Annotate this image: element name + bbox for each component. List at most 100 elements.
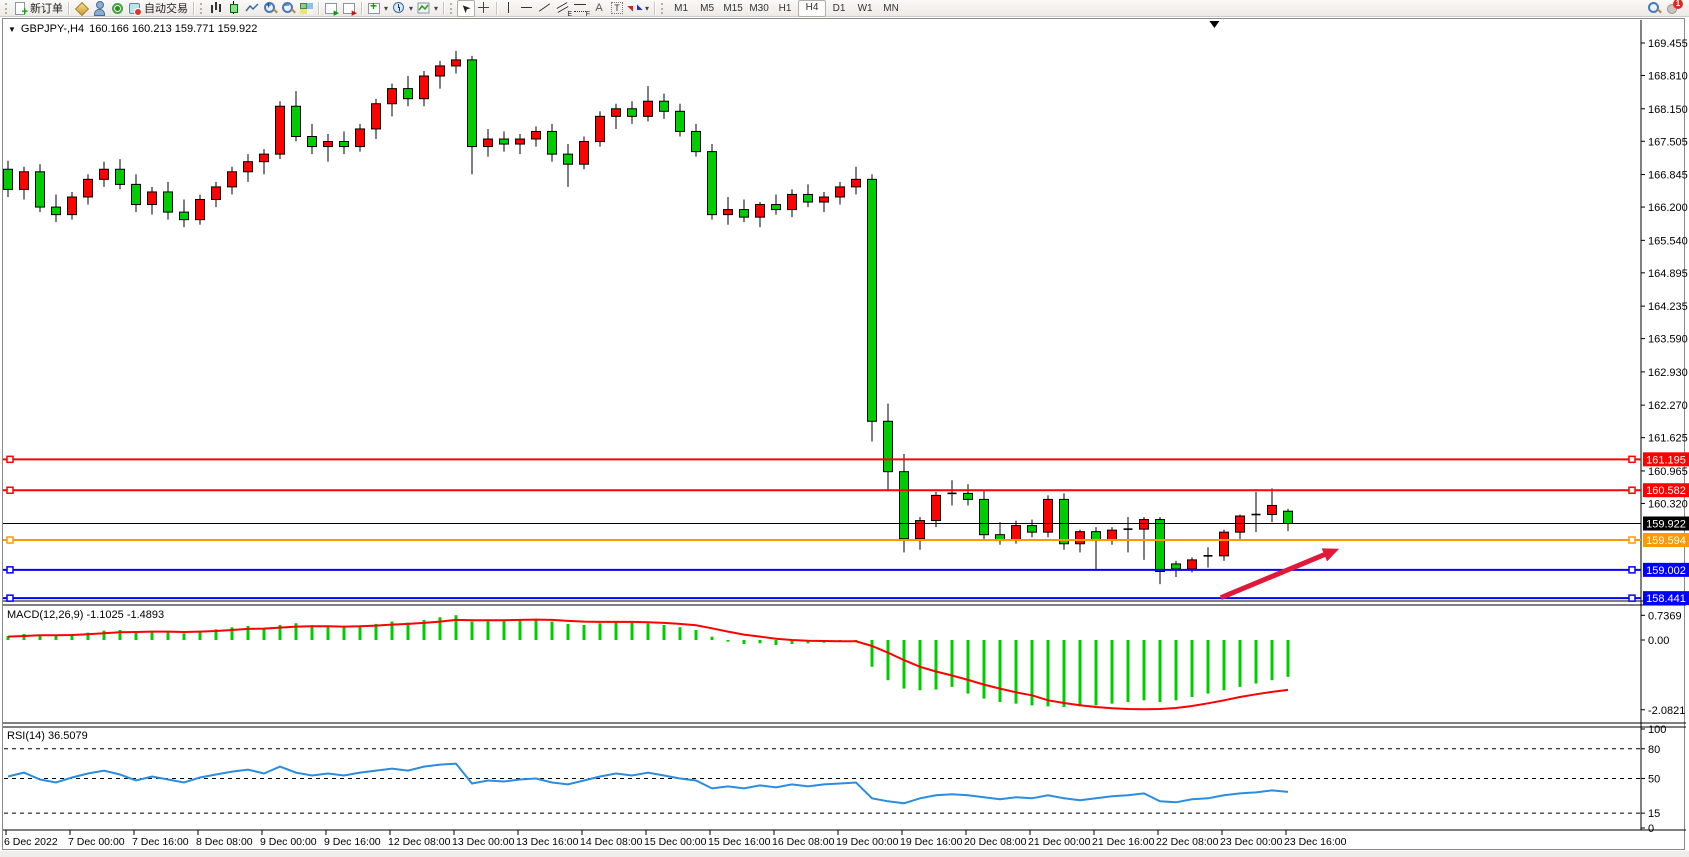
- svg-text:158.441: 158.441: [1646, 593, 1686, 605]
- timeframe-m30-button[interactable]: M30: [749, 2, 769, 14]
- new-order-button[interactable]: 新订单: [12, 1, 65, 18]
- horizontal-line-tool-button[interactable]: [518, 1, 536, 16]
- zoom-in-button[interactable]: +: [261, 0, 279, 16]
- window-bottom-edge: [0, 851, 1689, 857]
- toolbar-grip[interactable]: [450, 2, 454, 14]
- trendline-tool-button[interactable]: [536, 1, 554, 16]
- clock-icon: [392, 1, 406, 15]
- svg-text:15 Dec 00:00: 15 Dec 00:00: [644, 836, 707, 848]
- price-badge: [1643, 562, 1689, 577]
- text-icon: A: [595, 2, 603, 14]
- candlestick-chart-button[interactable]: [225, 1, 243, 16]
- svg-text:0.7369: 0.7369: [1648, 610, 1682, 622]
- toolbar-separator: [318, 1, 319, 15]
- search-button[interactable]: [1645, 1, 1663, 16]
- svg-text:23 Dec 00:00: 23 Dec 00:00: [1220, 836, 1283, 848]
- timeframe-h1-button[interactable]: H1: [778, 2, 792, 14]
- timeframe-m5-button[interactable]: M5: [700, 2, 715, 14]
- toolbar-grip[interactable]: [661, 2, 665, 14]
- chart-title-ohlc: 160.166 160.213 159.771 159.922: [89, 23, 258, 35]
- svg-text:167.505: 167.505: [1648, 136, 1688, 148]
- cursor-tool-button[interactable]: ➤: [457, 0, 476, 17]
- chart-shift-icon: [342, 1, 357, 17]
- auto-trading-label: 自动交易: [144, 3, 188, 15]
- svg-text:159.594: 159.594: [1646, 535, 1686, 547]
- fibonacci-tool-button[interactable]: F: [572, 1, 590, 18]
- signal-icon: [110, 1, 124, 15]
- svg-text:163.590: 163.590: [1648, 334, 1688, 346]
- svg-text:169.455: 169.455: [1648, 38, 1688, 50]
- indicators-button[interactable]: ▾: [365, 0, 390, 16]
- timeframe-h4-button[interactable]: H4: [798, 0, 827, 17]
- tile-windows-button[interactable]: [297, 1, 315, 16]
- periods-button[interactable]: ▾: [390, 1, 415, 16]
- svg-text:19 Dec 16:00: 19 Dec 16:00: [900, 836, 963, 848]
- auto-scroll-icon: [324, 1, 339, 17]
- svg-text:7 Dec 00:00: 7 Dec 00:00: [68, 836, 125, 848]
- market-watch-button[interactable]: [90, 1, 108, 16]
- svg-text:0.00: 0.00: [1648, 635, 1669, 647]
- one-click-trading-arrow-icon[interactable]: ▼: [8, 24, 16, 34]
- svg-text:160.965: 160.965: [1648, 466, 1688, 478]
- toolbar-grip[interactable]: [5, 2, 9, 14]
- svg-text:159.922: 159.922: [1646, 518, 1686, 530]
- chart-title-symbol: GBPJPY-,H4: [20, 23, 85, 35]
- rsi-indicator-label: RSI(14) 36.5079: [7, 730, 88, 742]
- line-chart-button[interactable]: [243, 1, 261, 16]
- timeframe-m1-button[interactable]: M1: [674, 2, 689, 14]
- price-badge: [1643, 591, 1689, 606]
- toolbar-grip[interactable]: [200, 2, 204, 14]
- toolbar-separator: [361, 1, 362, 15]
- svg-text:-2.0821: -2.0821: [1648, 705, 1685, 717]
- notification-badge: 1: [1673, 0, 1683, 9]
- zoom-out-button[interactable]: −: [279, 0, 297, 16]
- zoom-in-icon: +: [263, 0, 277, 15]
- chart-window: [2, 18, 1685, 850]
- timeframe-m15-button[interactable]: M15: [723, 2, 743, 14]
- svg-text:161.625: 161.625: [1648, 433, 1688, 445]
- auto-trading-button[interactable]: 自动交易: [126, 1, 190, 16]
- person-icon: [92, 1, 106, 16]
- template-icon: [417, 2, 430, 14]
- price-badge: [1643, 483, 1689, 498]
- timeframe-mn-button[interactable]: MN: [883, 2, 899, 14]
- crosshair-icon: [477, 1, 491, 15]
- svg-text:16 Dec 08:00: 16 Dec 08:00: [772, 836, 835, 848]
- arrows-tool-button[interactable]: ▾: [626, 1, 651, 16]
- bar-chart-icon: [209, 1, 223, 15]
- hline-handle: [6, 594, 14, 602]
- svg-text:162.270: 162.270: [1648, 400, 1688, 412]
- arrow-annotation: [1219, 548, 1340, 600]
- profiles-button[interactable]: [72, 1, 90, 16]
- vertical-line-tool-button[interactable]: [500, 1, 518, 16]
- candlestick-icon: [227, 1, 241, 15]
- svg-text:159.002: 159.002: [1646, 565, 1686, 577]
- channel-tool-button[interactable]: E: [554, 1, 572, 18]
- svg-text:23 Dec 16:00: 23 Dec 16:00: [1284, 836, 1347, 848]
- chart-frame: [3, 20, 1686, 831]
- text-tool-button[interactable]: A: [590, 1, 608, 16]
- community-button[interactable]: 1: [1663, 0, 1683, 16]
- chart-shift-button[interactable]: [340, 1, 358, 17]
- text-label-tool-button[interactable]: [608, 1, 626, 16]
- hline-handle: [1628, 486, 1636, 494]
- svg-text:9 Dec 16:00: 9 Dec 16:00: [324, 836, 381, 848]
- auto-scroll-button[interactable]: [322, 1, 340, 17]
- vertical-line-icon: [502, 1, 516, 15]
- toolbar-separator: [443, 1, 445, 15]
- svg-text:0: 0: [1648, 823, 1654, 835]
- signals-button[interactable]: [108, 1, 126, 16]
- rsi-levels: [4, 748, 1641, 814]
- macd-indicator-label: MACD(12,26,9) -1.1025 -1.4893: [7, 609, 165, 621]
- community-icon: 1: [1665, 0, 1683, 15]
- templates-button[interactable]: ▾: [415, 1, 440, 16]
- new-order-label: 新订单: [30, 3, 63, 15]
- bar-chart-button[interactable]: [207, 1, 225, 16]
- equidistant-channel-icon: E: [556, 1, 572, 18]
- crosshair-tool-button[interactable]: [475, 1, 493, 16]
- timeframe-d1-button[interactable]: D1: [832, 2, 846, 14]
- timeframe-w1-button[interactable]: W1: [857, 2, 873, 14]
- trendline-icon: [538, 1, 552, 15]
